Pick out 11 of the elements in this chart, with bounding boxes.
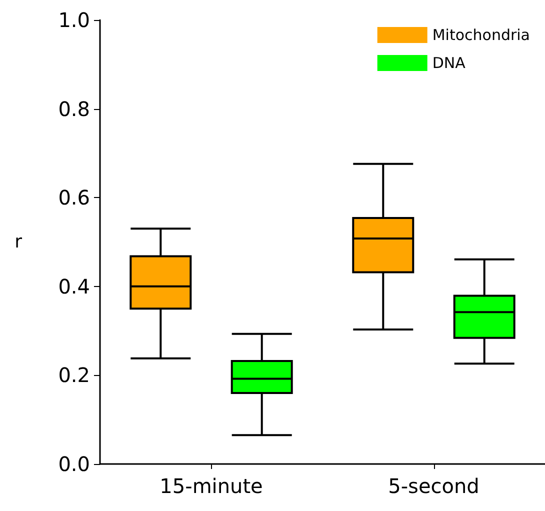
legend-label: DNA [432, 54, 466, 72]
y-tick-label: 0.6 [58, 186, 90, 210]
y-tick-label: 0.4 [58, 274, 90, 298]
y-axis-title: r [14, 232, 23, 252]
legend-label: Mitochondria [432, 26, 530, 44]
x-tick-label: 15-minute [160, 474, 263, 498]
y-tick-label: 0.8 [58, 96, 90, 121]
y-tick-label: 1.0 [58, 8, 90, 32]
y-tick-label: 0.2 [58, 363, 90, 388]
y-tick-label: 0.0 [58, 452, 90, 476]
x-tick-label: 5-second [388, 474, 480, 498]
